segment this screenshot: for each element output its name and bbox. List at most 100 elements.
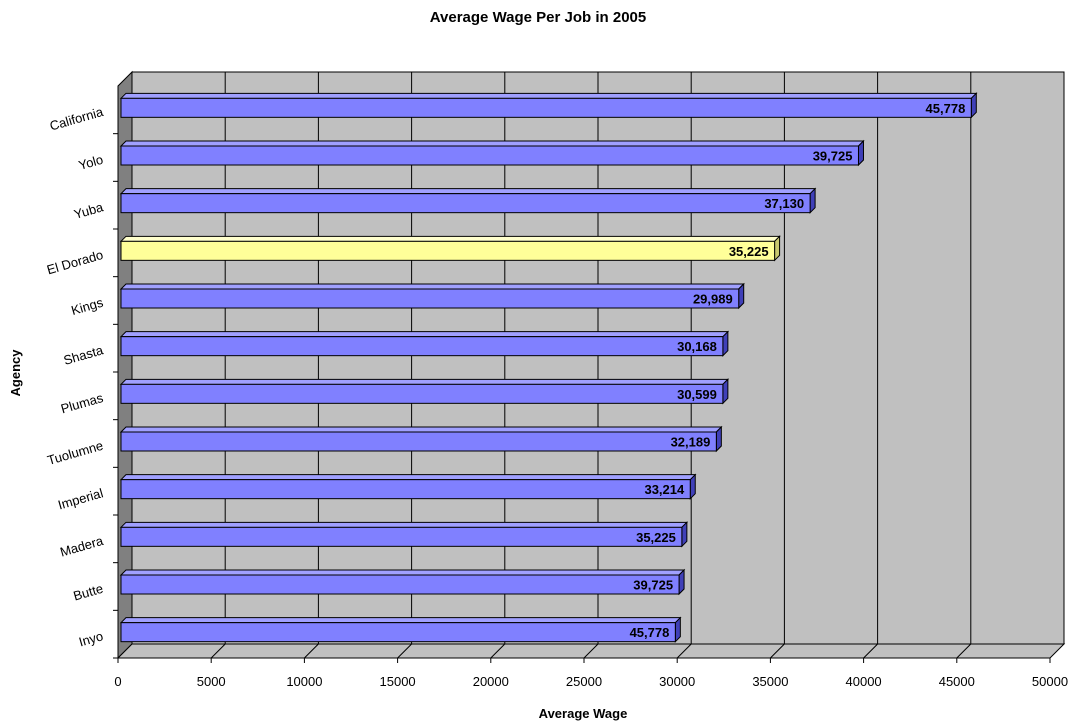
bar-side [774, 235, 781, 262]
bar-top [119, 92, 978, 99]
bar-front [120, 193, 811, 214]
bar-top [119, 426, 723, 433]
x-tick-label: 40000 [846, 674, 882, 689]
x-tick-label: 15000 [380, 674, 416, 689]
data-label: 33,214 [644, 482, 685, 497]
gridline-floor [397, 643, 412, 659]
bar: 39,725 [119, 139, 865, 167]
x-tick-label: 5000 [197, 674, 226, 689]
bar-front [120, 431, 717, 452]
y-tick-label: Imperial [56, 485, 105, 512]
y-tick-label: Butte [72, 581, 105, 604]
bar-front [120, 97, 972, 118]
bar-top [119, 617, 682, 624]
bar-side [678, 568, 685, 596]
bar-top [119, 474, 697, 481]
gridline-floor [304, 643, 319, 659]
bar: 35,225 [119, 235, 781, 262]
x-tick-label: 10000 [286, 674, 322, 689]
data-label: 35,225 [729, 244, 769, 259]
bar-top [119, 235, 781, 242]
x-tick-label: 45000 [939, 674, 975, 689]
gridline-floor [956, 643, 972, 659]
y-axis-title: Agency [8, 349, 23, 397]
y-tick-label: Inyo [77, 628, 105, 649]
data-label: 30,168 [677, 339, 717, 354]
data-label: 39,725 [813, 149, 853, 164]
bar-front [120, 479, 691, 500]
bar-top [119, 140, 865, 147]
y-tick-label: Shasta [62, 342, 106, 368]
bar-side [722, 330, 729, 357]
x-axis-title: Average Wage [539, 706, 628, 721]
gridline-floor [770, 643, 785, 659]
y-tick-label: Yuba [72, 199, 105, 222]
chart-title: Average Wage Per Job in 2005 [430, 9, 646, 26]
bar: 29,989 [119, 282, 745, 310]
x-tick-label: 50000 [1032, 674, 1068, 689]
y-tick-label: El Dorado [45, 247, 105, 277]
bar-side [738, 282, 745, 310]
bar-side [689, 473, 696, 500]
y-tick-label: Plumas [59, 390, 105, 417]
bar-side [722, 378, 729, 405]
bar: 45,778 [119, 92, 978, 119]
y-tick-labels: California Yolo Yuba El Dorado Kings Shasta Pl… [45, 104, 118, 659]
bar-side [809, 187, 816, 214]
data-label: 29,989 [693, 292, 733, 307]
data-label: 32,189 [671, 435, 711, 450]
bar-front [120, 574, 680, 595]
gridlines [117, 72, 1051, 663]
data-label: 45,778 [926, 101, 966, 116]
gridline-floor [490, 643, 506, 659]
bar: 37,130 [119, 187, 817, 214]
data-label: 39,725 [633, 578, 673, 593]
x-tick-labels: 0 5000 10000 15000 20000 25000 30000 35000 40000… [114, 674, 1068, 689]
bar-front [120, 336, 724, 357]
bar: 35,225 [119, 521, 689, 548]
y-tick-label: California [48, 104, 106, 134]
x-tick-label: 35000 [752, 674, 788, 689]
y-tick-label: Tuolumne [46, 438, 105, 468]
bar-series: 45,778 39,725 37,130 35,225 29,989 30,168 30,5… [119, 92, 978, 643]
data-label: 45,778 [630, 625, 670, 640]
bar-front [120, 288, 740, 309]
bar-front [120, 145, 859, 166]
bar-top [119, 188, 817, 195]
bar: 30,168 [119, 330, 730, 357]
data-label: 30,599 [677, 387, 717, 402]
bar-side [970, 92, 977, 119]
bar-top [119, 331, 730, 338]
gridline-floor [863, 643, 878, 659]
data-label: 35,225 [636, 530, 676, 545]
y-tick-label: Madera [58, 533, 105, 560]
data-label: 37,130 [764, 196, 804, 211]
bar-top [119, 283, 745, 290]
x-tick-label: 25000 [566, 674, 602, 689]
bar: 33,214 [119, 473, 697, 500]
gridline-floor [583, 643, 599, 659]
bar-front [120, 526, 683, 547]
bar: 39,725 [119, 568, 686, 596]
x-tick-label: 0 [114, 674, 121, 689]
bar-side [715, 425, 722, 453]
x-tick-label: 20000 [473, 674, 509, 689]
y-tick-label: Yolo [77, 152, 105, 173]
bar-front [120, 383, 724, 404]
bar: 32,189 [119, 425, 723, 453]
x-tick-label: 30000 [659, 674, 695, 689]
bar-front [120, 240, 776, 261]
gridline-floor [210, 643, 226, 659]
gridline-floor [676, 643, 692, 659]
bar-top [119, 378, 730, 385]
bar: 45,778 [119, 616, 682, 643]
bar-side [681, 521, 688, 548]
y-tick-label: Kings [69, 295, 105, 319]
bar-top [119, 521, 689, 528]
bar-side [857, 139, 864, 167]
bar: 30,599 [119, 378, 730, 405]
bar-front [120, 622, 676, 643]
bar-top [119, 569, 686, 576]
bar-side [674, 616, 681, 643]
